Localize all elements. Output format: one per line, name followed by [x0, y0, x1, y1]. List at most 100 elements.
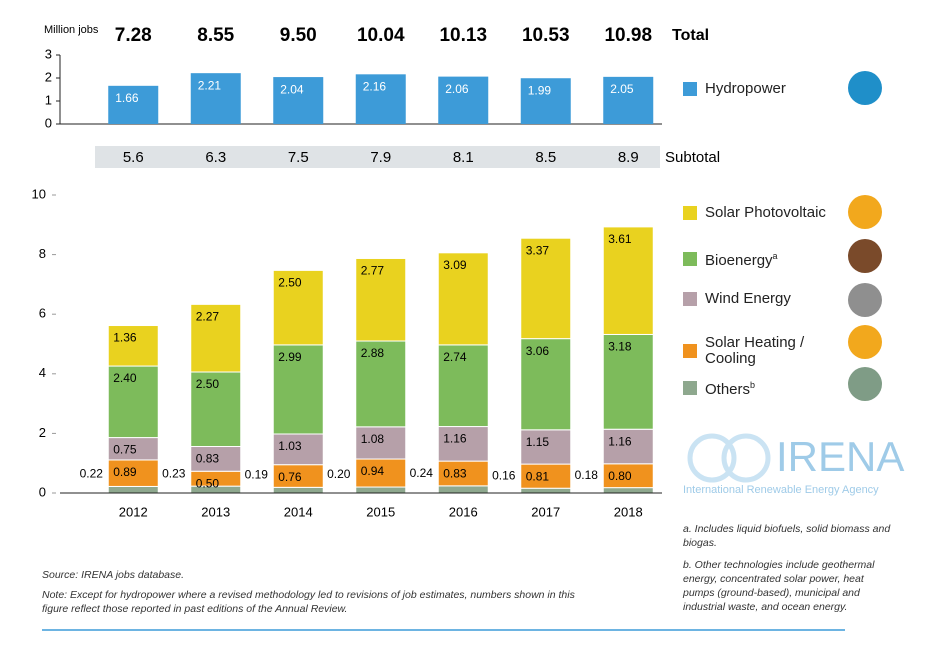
data-label: 0.19 — [245, 468, 269, 482]
icons — [848, 71, 882, 401]
y-tick-label: 1 — [45, 92, 52, 107]
bio-icon — [848, 239, 882, 273]
data-label: 0.23 — [162, 466, 186, 480]
bar-segment — [190, 371, 242, 448]
logo-name: IRENA — [776, 433, 904, 480]
legend-label: Hydropower — [705, 80, 786, 97]
hydro-icon — [848, 71, 882, 105]
bar — [603, 76, 654, 124]
bar-segment — [602, 333, 654, 430]
data-label: 3.18 — [608, 340, 632, 354]
data-label: 3.09 — [443, 258, 467, 272]
bar-segment — [190, 303, 242, 373]
bar — [355, 74, 406, 124]
logo-tagline: International Renewable Energy Agency — [683, 484, 879, 496]
bar-segment — [520, 429, 572, 465]
y-tick-label: 8 — [39, 246, 46, 261]
legend-item: Solar Heating / Cooling — [683, 335, 845, 367]
legend-label: Bioenergy — [705, 252, 773, 269]
footnote: a. Includes liquid biofuels, solid bioma… — [683, 523, 891, 549]
legend-label: Solar Photovoltaic — [705, 204, 826, 221]
data-label: 0.89 — [113, 465, 137, 479]
subtotal-label: 8.5 — [535, 149, 556, 166]
legend-text: Hydropower — [705, 81, 845, 97]
bar-segment — [520, 463, 572, 489]
bar-segment — [520, 487, 572, 494]
x-tick-label: 2016 — [449, 504, 478, 519]
legend-swatch — [683, 380, 697, 395]
data-label: 3.37 — [526, 243, 550, 257]
legend-item: Hydropower — [683, 81, 845, 97]
data-label: 0.80 — [608, 469, 632, 483]
legend-text: Wind Energy — [705, 291, 845, 307]
subtotal-label: 8.9 — [618, 149, 639, 166]
subtotal-label: 7.5 — [288, 149, 309, 166]
data-label: 0.83 — [196, 452, 220, 466]
bar-segment — [272, 344, 324, 435]
bar-segment — [602, 226, 654, 335]
bar-segment — [107, 365, 159, 439]
legend-swatch — [683, 251, 697, 266]
y-tick-label: 3 — [45, 46, 52, 61]
bar-segment — [107, 459, 159, 487]
data-label: 0.83 — [443, 466, 467, 480]
legend-label: Others — [705, 381, 751, 398]
x-tick-label: 2015 — [366, 504, 395, 519]
bar — [520, 78, 571, 124]
bar-segment — [520, 338, 572, 431]
y-tick-label: 0 — [39, 484, 46, 499]
legend-label: Wind Energy — [705, 290, 791, 307]
total-label: 8.55 — [197, 25, 234, 46]
subtotal-label: 5.6 — [123, 149, 144, 166]
x-tick-label: 2018 — [614, 504, 643, 519]
logo-globes — [687, 433, 771, 483]
bar — [438, 76, 489, 124]
data-label: 2.05 — [610, 82, 634, 96]
legend-swatch — [683, 292, 697, 306]
bar-segment — [272, 486, 324, 494]
subtotal-band — [95, 146, 660, 168]
legend-item: Othersb — [683, 377, 845, 398]
data-label: 2.06 — [445, 82, 469, 96]
bar — [190, 73, 241, 124]
data-label: 2.27 — [196, 310, 220, 324]
data-label: 2.16 — [363, 79, 387, 93]
source: Source: IRENA jobs database. — [42, 569, 185, 581]
data-label: 0.18 — [575, 468, 599, 482]
data-label: 1.66 — [115, 91, 139, 105]
legend-text: Solar Heating / Cooling — [705, 335, 845, 367]
data-label: 1.16 — [608, 434, 632, 448]
legend-text: Bioenergya — [705, 248, 845, 269]
x-tick-label: 2013 — [201, 504, 230, 519]
total-label: 9.50 — [280, 25, 317, 46]
x-tick-label: 2017 — [531, 504, 560, 519]
wind-icon — [848, 283, 882, 317]
legend-item: Wind Energy — [683, 291, 845, 307]
data-label: 1.36 — [113, 331, 137, 345]
legend-footnote: b — [750, 380, 756, 390]
bar-segment — [355, 458, 407, 488]
bar — [108, 85, 159, 124]
bar-segment — [272, 269, 324, 346]
bar-segment — [107, 485, 159, 494]
bar-segment — [437, 252, 489, 346]
subtotal-label: 8.1 — [453, 149, 474, 166]
legend-item: Bioenergya — [683, 248, 845, 269]
bar-segment — [107, 325, 159, 367]
others-icon — [848, 367, 882, 401]
total-heading: Total — [672, 27, 709, 44]
bar-segment — [602, 487, 654, 494]
legend-swatch — [683, 82, 697, 96]
data-label: 0.50 — [196, 476, 220, 490]
data-label: 2.21 — [198, 78, 222, 92]
data-label: 0.76 — [278, 470, 302, 484]
data-label: 1.16 — [443, 432, 467, 446]
bar — [273, 77, 324, 124]
legend-text: Solar Photovoltaic — [705, 205, 845, 221]
x-tick-label: 2012 — [119, 504, 148, 519]
data-label: 0.20 — [327, 467, 351, 481]
heat-icon — [848, 325, 882, 359]
y-tick-label: 4 — [39, 365, 46, 380]
